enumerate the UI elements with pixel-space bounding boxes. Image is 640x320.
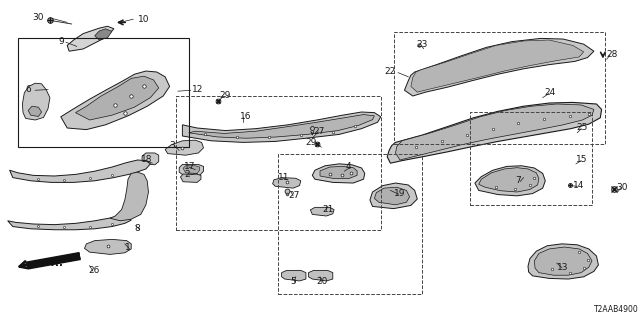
Bar [18, 38, 189, 147]
Polygon shape [320, 166, 357, 179]
Text: 23: 23 [416, 40, 428, 49]
Polygon shape [22, 83, 50, 120]
Polygon shape [310, 207, 334, 216]
Polygon shape [312, 164, 365, 183]
Text: 16: 16 [240, 112, 252, 121]
Polygon shape [475, 166, 545, 196]
Text: 20: 20 [317, 277, 328, 286]
Text: 27: 27 [314, 127, 325, 136]
Text: 17: 17 [184, 162, 196, 171]
Text: 29: 29 [219, 92, 230, 100]
Text: T2AAB4900: T2AAB4900 [594, 305, 639, 314]
Polygon shape [189, 115, 374, 138]
Text: 12: 12 [192, 85, 204, 94]
Text: 29: 29 [305, 138, 317, 147]
Text: 24: 24 [544, 88, 556, 97]
Text: 30: 30 [616, 183, 628, 192]
Polygon shape [76, 76, 159, 120]
Polygon shape [61, 71, 170, 130]
Polygon shape [308, 270, 333, 281]
Bar [176, 96, 381, 230]
Bar [394, 32, 605, 144]
Text: 10: 10 [138, 15, 149, 24]
Polygon shape [479, 168, 539, 192]
Polygon shape [8, 216, 131, 230]
Polygon shape [28, 106, 42, 116]
Text: 25: 25 [576, 124, 588, 132]
Text: 1: 1 [125, 244, 131, 252]
Text: 15: 15 [576, 156, 588, 164]
Polygon shape [404, 38, 594, 96]
Text: 7: 7 [515, 176, 521, 185]
Polygon shape [370, 183, 417, 209]
Polygon shape [374, 187, 410, 205]
Text: 30: 30 [32, 13, 44, 22]
Bar [278, 154, 422, 294]
Polygon shape [534, 247, 592, 275]
Text: 8: 8 [134, 224, 140, 233]
Bar [470, 112, 592, 205]
Polygon shape [165, 140, 204, 155]
Text: 3: 3 [170, 141, 175, 150]
Text: 6: 6 [25, 85, 31, 94]
Polygon shape [110, 172, 148, 221]
Polygon shape [411, 40, 584, 92]
Polygon shape [84, 239, 131, 254]
Polygon shape [10, 160, 150, 182]
Text: 4: 4 [346, 162, 351, 171]
Text: 14: 14 [573, 181, 584, 190]
Polygon shape [387, 102, 602, 163]
Text: 22: 22 [384, 68, 396, 76]
Polygon shape [95, 29, 112, 40]
Polygon shape [183, 166, 200, 173]
Text: 13: 13 [557, 263, 568, 272]
Polygon shape [180, 174, 201, 182]
Polygon shape [179, 164, 204, 175]
Text: 9: 9 [58, 37, 64, 46]
Polygon shape [273, 178, 301, 188]
Text: 19: 19 [394, 189, 405, 198]
Text: 26: 26 [88, 266, 100, 275]
Text: FR.: FR. [45, 258, 64, 268]
Text: 18: 18 [141, 156, 152, 164]
Text: 11: 11 [278, 173, 290, 182]
Text: 2: 2 [184, 170, 190, 179]
Polygon shape [182, 112, 381, 142]
Polygon shape [528, 244, 598, 279]
Polygon shape [282, 270, 306, 281]
Polygon shape [142, 153, 159, 165]
Text: 21: 21 [322, 205, 333, 214]
Text: 27: 27 [288, 191, 300, 200]
Polygon shape [67, 26, 114, 51]
Text: 5: 5 [290, 277, 296, 286]
Polygon shape [396, 104, 594, 160]
Text: 28: 28 [607, 50, 618, 59]
